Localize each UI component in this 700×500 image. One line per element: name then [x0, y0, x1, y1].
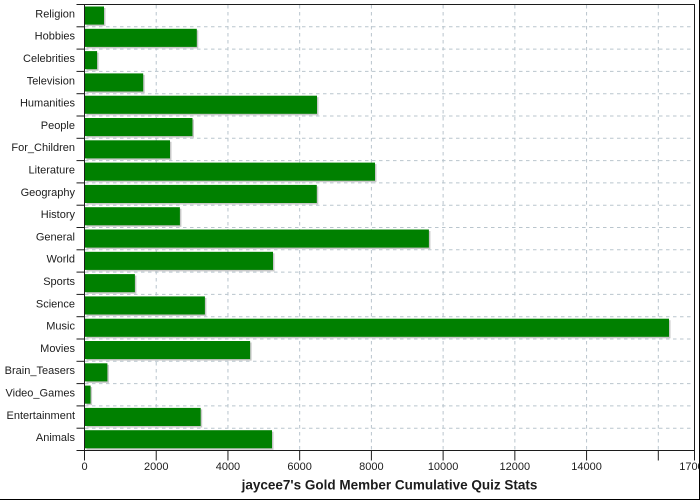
- svg-text:2000: 2000: [144, 461, 168, 473]
- svg-text:Literature: Literature: [29, 164, 75, 176]
- svg-text:Hobbies: Hobbies: [35, 31, 76, 43]
- svg-text:Video_Games: Video_Games: [5, 387, 75, 399]
- svg-text:World: World: [46, 254, 75, 266]
- svg-text:Science: Science: [36, 298, 75, 310]
- svg-text:People: People: [41, 120, 75, 132]
- svg-text:History: History: [41, 209, 76, 221]
- svg-text:Sports: Sports: [43, 276, 75, 288]
- svg-text:Entertainment: Entertainment: [7, 410, 75, 422]
- svg-text:For_Children: For_Children: [11, 142, 75, 154]
- svg-text:Brain_Teasers: Brain_Teasers: [5, 365, 76, 377]
- svg-text:17000: 17000: [679, 461, 700, 473]
- svg-text:General: General: [36, 231, 75, 243]
- svg-text:Music: Music: [46, 321, 75, 333]
- svg-text:jaycee7's Gold Member Cumulati: jaycee7's Gold Member Cumulative Quiz St…: [241, 478, 538, 493]
- svg-text:0: 0: [81, 461, 87, 473]
- svg-text:12000: 12000: [500, 461, 531, 473]
- svg-text:Animals: Animals: [36, 432, 76, 444]
- svg-text:8000: 8000: [359, 461, 383, 473]
- svg-text:Movies: Movies: [40, 343, 75, 355]
- svg-text:10000: 10000: [428, 461, 459, 473]
- svg-text:Television: Television: [27, 75, 75, 87]
- svg-text:Humanities: Humanities: [20, 98, 76, 110]
- svg-text:Religion: Religion: [35, 8, 75, 20]
- svg-text:4000: 4000: [216, 461, 240, 473]
- svg-text:14000: 14000: [571, 461, 602, 473]
- svg-text:6000: 6000: [287, 461, 311, 473]
- svg-text:Geography: Geography: [21, 187, 76, 199]
- svg-text:Celebrities: Celebrities: [23, 53, 75, 65]
